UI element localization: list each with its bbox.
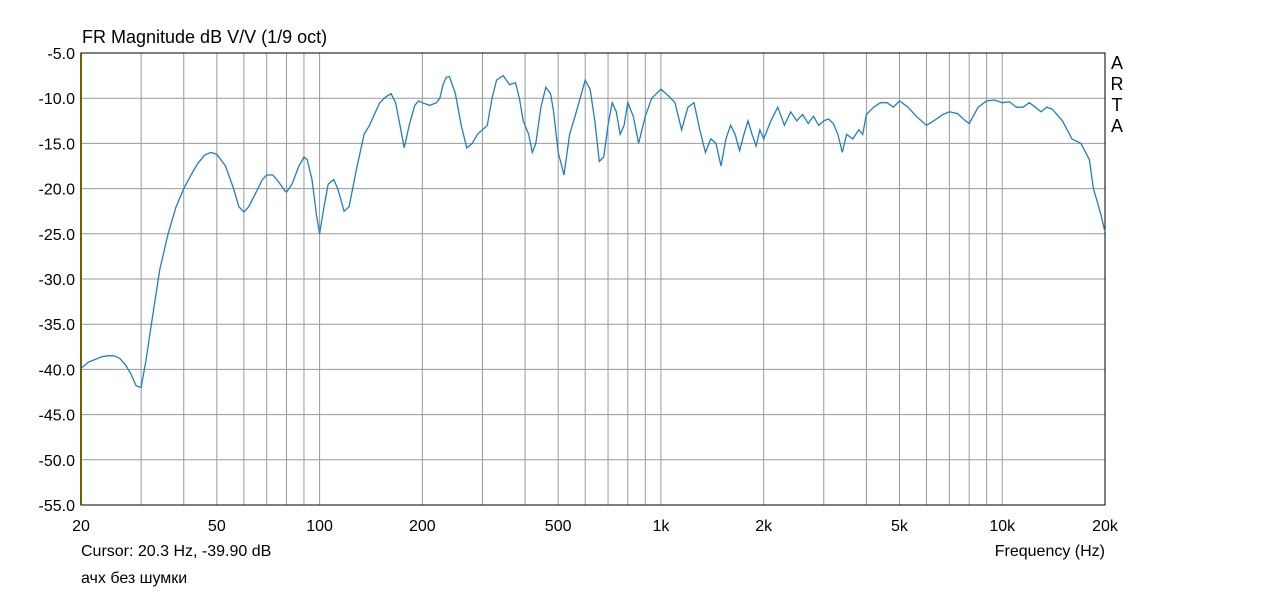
measurement-note: ачх без шумки [81, 570, 188, 587]
brand-letter: A [1110, 53, 1123, 73]
x-tick-label: 10k [989, 518, 1016, 535]
brand-letter: R [1110, 74, 1124, 94]
x-tick-label: 1k [652, 518, 670, 535]
y-tick-label: -55.0 [39, 498, 76, 515]
brand-letter: T [1111, 95, 1123, 115]
y-tick-label: -45.0 [39, 408, 76, 425]
cursor-readout: Cursor: 20.3 Hz, -39.90 dB [81, 543, 272, 560]
y-tick-label: -5.0 [47, 46, 75, 63]
grid [80, 52, 1106, 506]
x-tick-label: 2k [755, 518, 773, 535]
plot-frame [80, 52, 1106, 506]
y-tick-label: -40.0 [39, 362, 76, 379]
x-tick-label: 100 [306, 518, 333, 535]
arta-logo: A R T A [1109, 53, 1125, 137]
brand-letter: A [1110, 116, 1123, 136]
x-tick-label: 20k [1092, 518, 1119, 535]
y-tick-label: -50.0 [39, 453, 76, 470]
x-tick-labels: 20 50 100 200 500 1k 2k 5k 10k 20k [72, 518, 1119, 535]
y-tick-label: -10.0 [39, 91, 76, 108]
y-tick-label: -15.0 [39, 136, 76, 153]
x-tick-label: 20 [72, 518, 90, 535]
y-tick-label: -20.0 [39, 182, 76, 199]
x-tick-label: 500 [545, 518, 572, 535]
y-tick-label: -35.0 [39, 317, 76, 334]
y-tick-labels: -5.0 -10.0 -15.0 -20.0 -25.0 -30.0 -35.0 -40.0 -… [39, 46, 76, 515]
y-tick-label: -30.0 [39, 272, 76, 289]
frequency-response-curve [80, 74, 1106, 389]
x-tick-label: 50 [208, 518, 226, 535]
x-axis-label: Frequency (Hz) [994, 543, 1105, 560]
x-tick-label: 5k [891, 518, 909, 535]
x-tick-label: 200 [409, 518, 436, 535]
chart-title: FR Magnitude dB V/V (1/9 oct) [82, 27, 328, 47]
y-tick-label: -25.0 [39, 227, 76, 244]
